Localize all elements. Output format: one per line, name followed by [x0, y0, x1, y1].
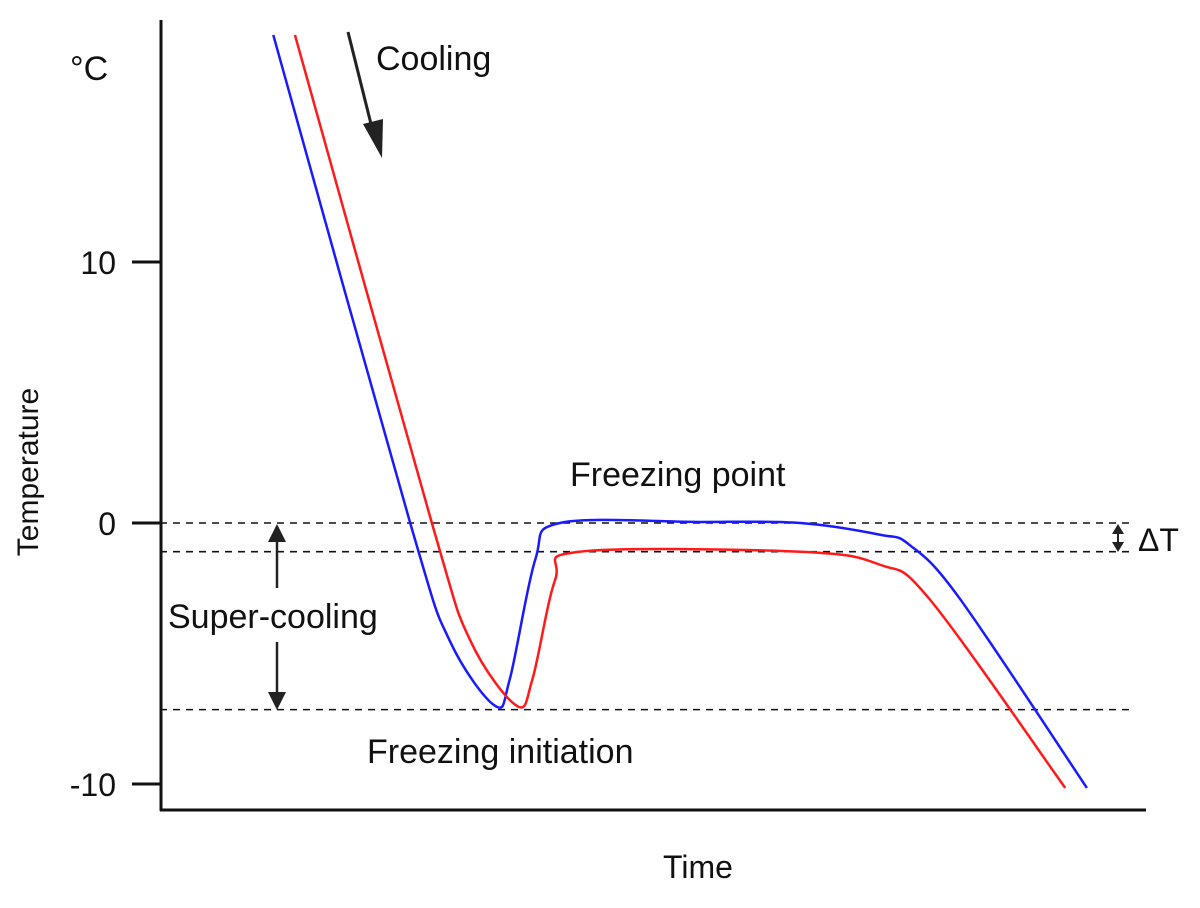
x-axis-label: Time — [663, 849, 733, 885]
delta-t-label: ΔT — [1138, 522, 1179, 558]
super-cooling-label: Super-cooling — [168, 598, 378, 636]
super-cooling-arrow — [268, 524, 286, 710]
y-axis-label: Temperature — [12, 388, 45, 556]
cooling-label: Cooling — [376, 40, 491, 78]
freezing-initiation-label: Freezing initiation — [367, 733, 633, 771]
freezing-point-label: Freezing point — [570, 456, 786, 494]
y-tick-label: -10 — [70, 767, 116, 803]
series-line-1 — [293, 34, 1067, 789]
y-tick-label: 0 — [98, 506, 116, 542]
y-tick-label: 10 — [80, 245, 116, 281]
delta-t-arrow — [1112, 524, 1124, 552]
series-line-0 — [272, 34, 1088, 789]
cooling-arrow — [346, 31, 383, 158]
y-unit: °C — [70, 50, 108, 88]
